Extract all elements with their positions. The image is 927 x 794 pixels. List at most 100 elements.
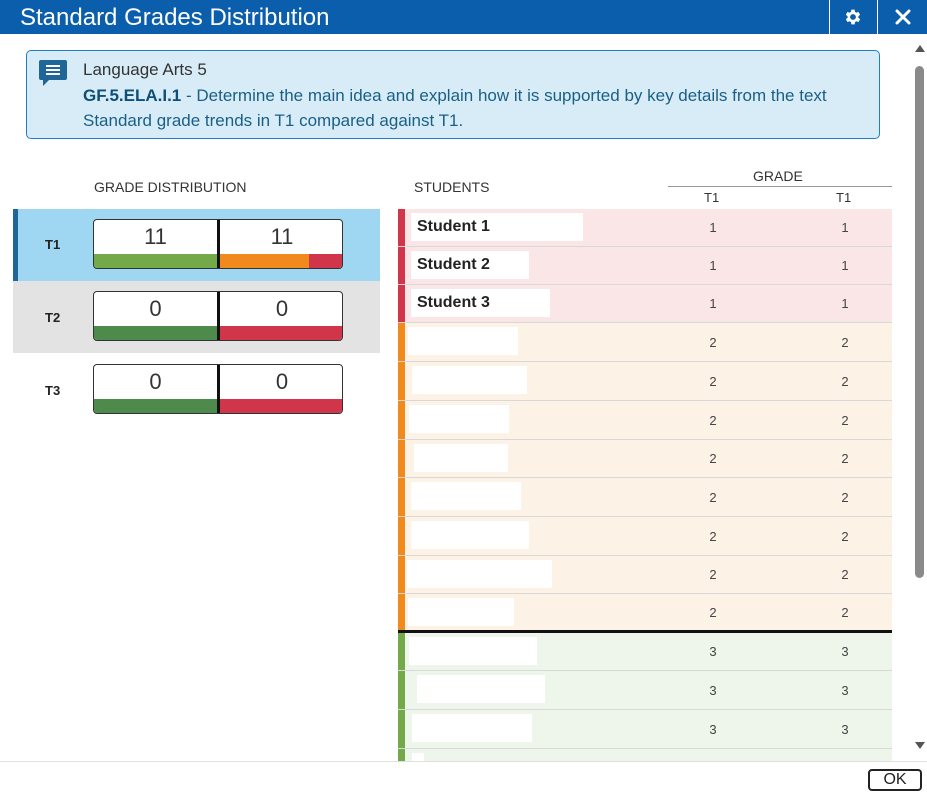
student-name[interactable] <box>417 675 545 703</box>
close-button[interactable] <box>877 0 927 34</box>
grade-stripe <box>398 323 405 361</box>
right-count: 11 <box>270 224 294 249</box>
student-name[interactable] <box>407 560 552 588</box>
window-title: Standard Grades Distribution <box>20 4 330 31</box>
red-bar <box>309 254 342 268</box>
scroll-up-icon[interactable] <box>914 42 926 54</box>
grade-cell-col2: 2 <box>841 528 849 544</box>
student-row[interactable]: 33 <box>398 749 892 761</box>
student-name[interactable] <box>408 327 518 355</box>
term-label: T3 <box>45 383 61 398</box>
grade-distribution-header: GRADE DISTRIBUTION <box>94 179 247 195</box>
student-name[interactable] <box>412 714 532 742</box>
grade-cell-col2: 3 <box>841 682 849 698</box>
student-name[interactable] <box>411 482 521 510</box>
grade-cell-col2: 3 <box>825 749 865 761</box>
close-icon <box>895 9 910 25</box>
grade-stripe <box>398 478 405 516</box>
scrollbar-thumb[interactable] <box>915 66 924 578</box>
grade-cell-col2: 2 <box>841 604 849 620</box>
grade-cell-col2: 1 <box>841 220 849 235</box>
grade-cell-col1: 3 <box>709 644 717 659</box>
grade-stripe <box>398 594 405 630</box>
student-name[interactable] <box>411 521 529 549</box>
grade-stripe <box>398 749 405 761</box>
green-bar <box>94 399 217 413</box>
green-bar <box>94 326 217 340</box>
grade-cell-col2: 3 <box>841 721 849 737</box>
grade-cell-col1: 2 <box>709 567 717 582</box>
left-count: 0 <box>149 369 162 394</box>
grade-stripe <box>398 440 405 477</box>
grade-header: GRADE <box>753 168 803 184</box>
student-row[interactable]: Student 3 1 1 <box>398 285 892 323</box>
box-divider <box>217 292 220 340</box>
grade-cell-col1: 2 <box>709 604 717 620</box>
grade-stripe <box>398 401 405 439</box>
student-name[interactable] <box>412 366 527 394</box>
grade-cell-col1: 2 <box>709 489 717 505</box>
left-count: 0 <box>149 296 162 321</box>
grade-cell-col2: 3 <box>841 644 849 659</box>
grade-cell-col1: 1 <box>709 220 717 235</box>
red-bar <box>220 326 342 340</box>
term-row-t1[interactable]: T1 11 11 <box>13 209 380 281</box>
student-name[interactable] <box>409 405 509 433</box>
grade-stripe <box>398 517 405 555</box>
red-bar <box>220 399 342 413</box>
student-name[interactable] <box>414 444 508 472</box>
grade-stripe <box>398 209 405 246</box>
term-label: T1 <box>45 237 61 252</box>
box-divider <box>217 220 220 268</box>
settings-button[interactable] <box>829 0 875 34</box>
grade-stripe <box>398 362 405 400</box>
student-name[interactable] <box>412 753 424 761</box>
scroll-down-icon[interactable] <box>914 740 926 752</box>
distribution-box[interactable]: 0 0 <box>93 364 343 414</box>
title-bar: Standard Grades Distribution <box>0 0 927 34</box>
grade-cell-col1: 2 <box>709 373 717 389</box>
standard-separator: - <box>181 86 197 105</box>
standard-code: GF.5.ELA.I.1 <box>83 86 182 105</box>
grade-cell-col1: 1 <box>709 258 717 273</box>
grade-col1-header: T1 <box>704 190 720 205</box>
student-row[interactable]: Student 1 1 1 <box>398 209 892 247</box>
ok-button[interactable]: OK <box>868 769 922 791</box>
box-divider <box>217 365 220 413</box>
distribution-box[interactable]: 11 11 <box>93 219 343 269</box>
grade-cell-col1: 3 <box>693 749 733 761</box>
grade-cell-col2: 2 <box>841 567 849 582</box>
grade-cell-col2: 2 <box>841 373 849 389</box>
student-name[interactable] <box>408 598 514 626</box>
grade-header-divider <box>668 186 892 187</box>
students-header: STUDENTS <box>414 179 490 195</box>
standard-text: Determine the main idea and explain how … <box>196 86 827 105</box>
distribution-box[interactable]: 0 0 <box>93 291 343 341</box>
left-count: 11 <box>144 224 167 249</box>
student-name[interactable] <box>409 637 537 665</box>
student-name[interactable]: Student 3 <box>411 289 550 317</box>
grade-cell-col2: 2 <box>841 489 849 505</box>
scrollbar[interactable] <box>912 42 927 755</box>
grade-stripe <box>398 710 405 748</box>
student-name[interactable]: Student 1 <box>411 213 583 241</box>
grade-cell-col1: 2 <box>709 528 717 544</box>
term-row-t3[interactable]: T3 0 0 <box>13 353 380 425</box>
student-row[interactable]: Student 2 1 1 <box>398 247 892 285</box>
term-row-t2[interactable]: T2 0 0 <box>13 281 380 353</box>
footer-bar <box>0 761 927 794</box>
grade-cell-col1: 3 <box>709 682 717 698</box>
student-name[interactable]: Student 2 <box>411 251 529 279</box>
